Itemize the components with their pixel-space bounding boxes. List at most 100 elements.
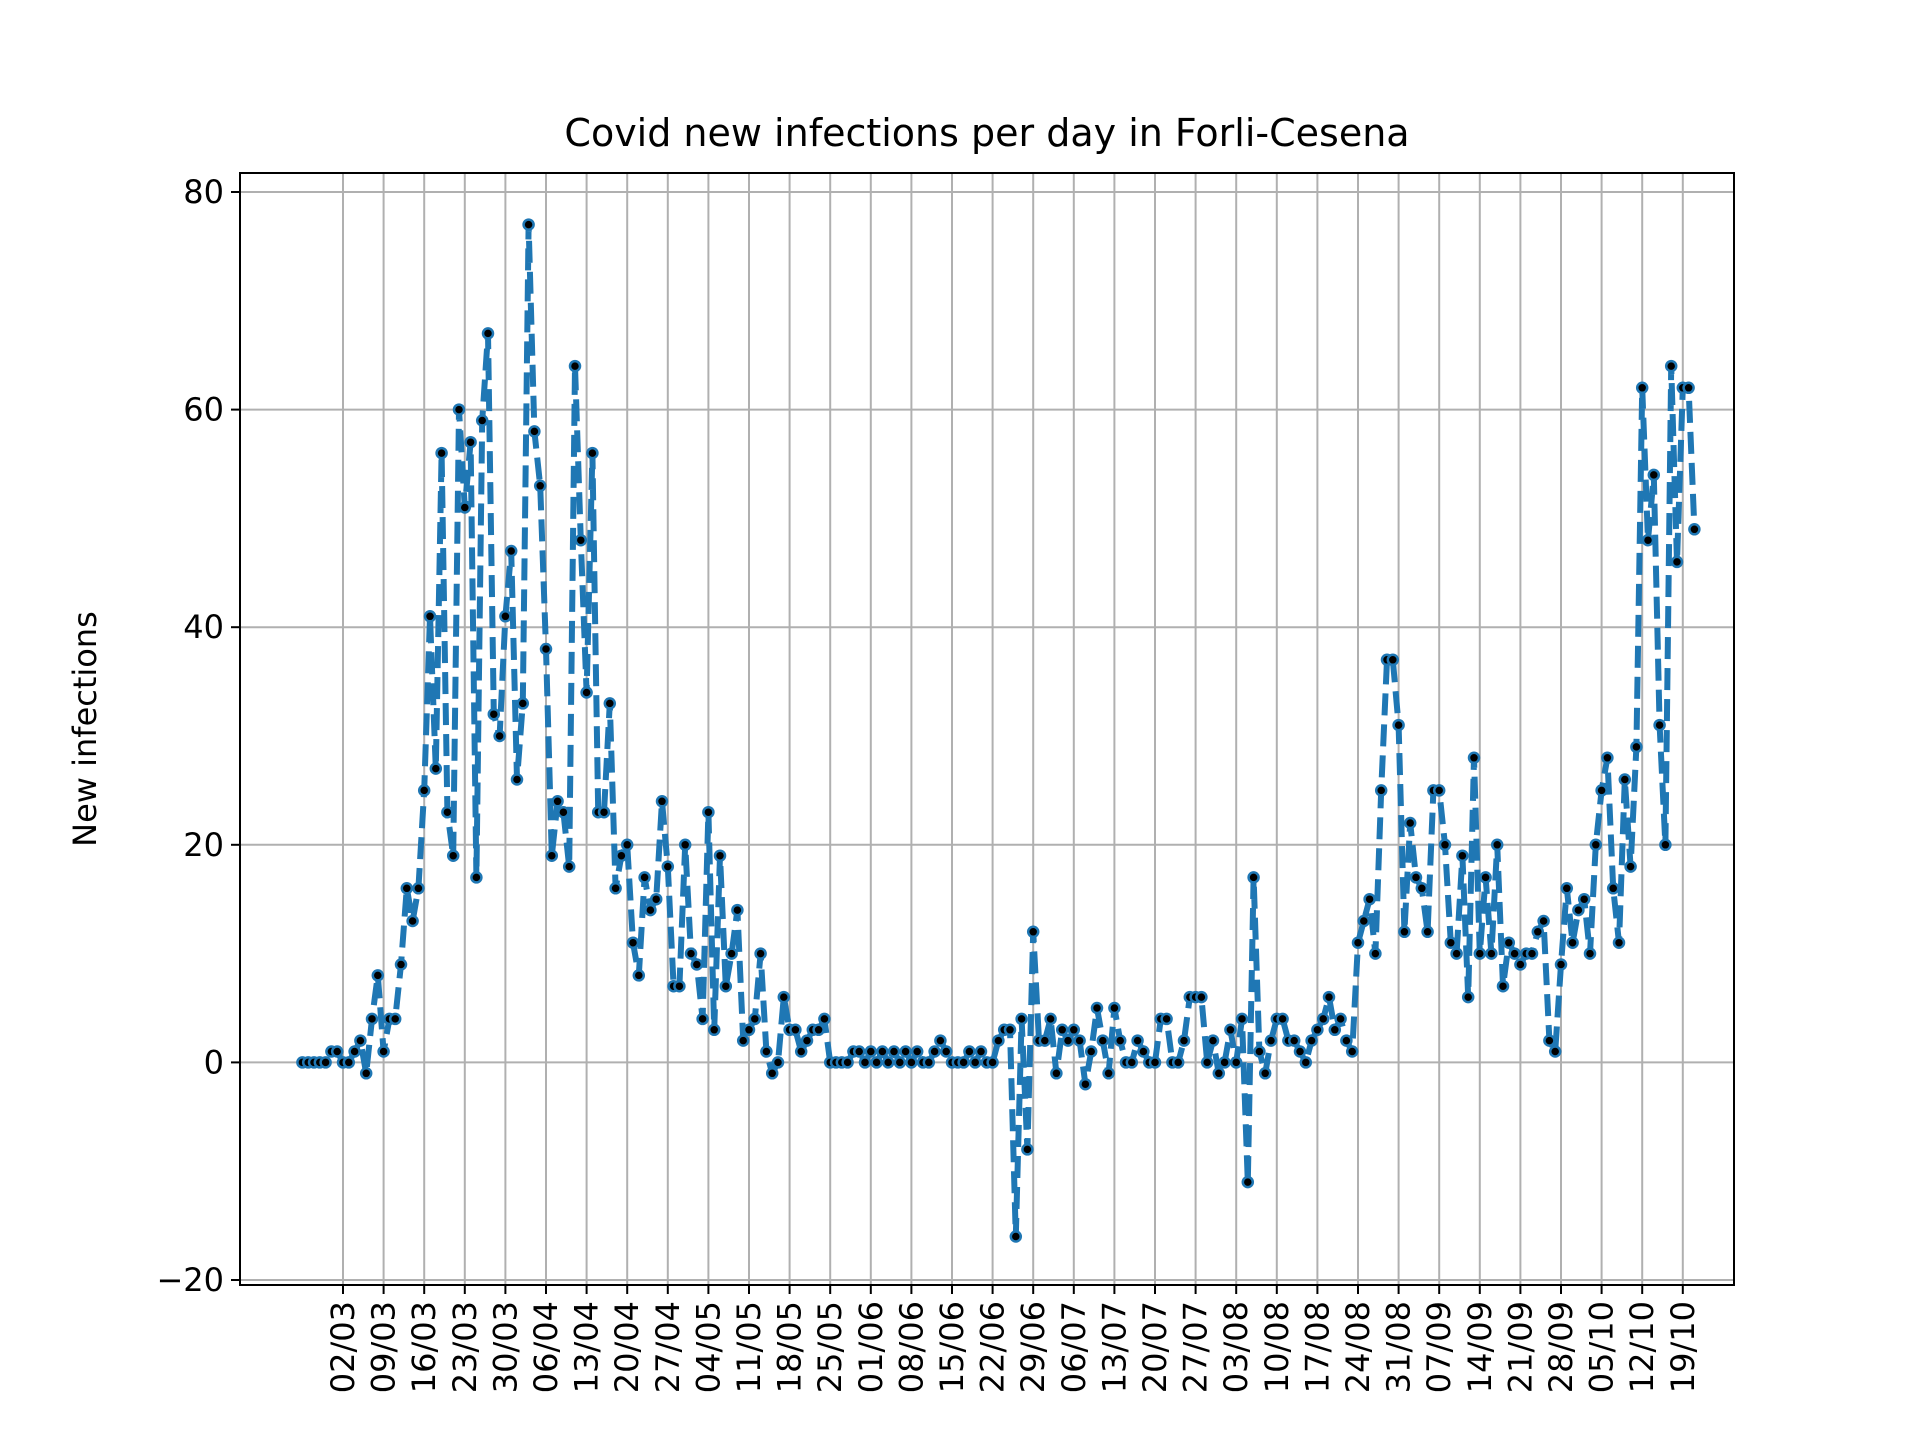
data-point <box>1038 1034 1052 1047</box>
data-point <box>1618 773 1632 786</box>
data-point <box>1299 1056 1313 1069</box>
data-point <box>870 1056 883 1069</box>
data-point <box>748 1012 762 1026</box>
data-point <box>1374 784 1388 797</box>
data-point <box>365 1012 379 1026</box>
data-point <box>1026 925 1040 939</box>
data-point <box>400 882 414 895</box>
data-point <box>910 1045 924 1058</box>
data-point <box>348 1045 361 1058</box>
data-point <box>1572 903 1585 917</box>
data-point <box>1438 838 1452 852</box>
data-point <box>1595 784 1608 797</box>
data-point <box>1444 936 1458 949</box>
data-point <box>504 544 518 558</box>
data-point <box>330 1045 344 1058</box>
x-tick-label: 05/10 <box>1583 1301 1621 1393</box>
data-point <box>510 773 524 786</box>
data-point <box>1409 871 1423 884</box>
x-tick-label: 15/06 <box>933 1301 971 1393</box>
data-point <box>1531 925 1545 939</box>
data-point <box>1125 1056 1139 1069</box>
data-point <box>1369 947 1382 960</box>
y-axis-label: New infections <box>66 611 104 847</box>
data-point <box>754 947 767 960</box>
data-point <box>794 1045 808 1058</box>
data-point <box>1432 784 1446 797</box>
data-point <box>934 1034 947 1047</box>
data-point <box>876 1045 889 1058</box>
y-tick-label: 0 <box>204 1043 224 1081</box>
data-point <box>957 1056 970 1069</box>
data-point <box>1508 947 1521 960</box>
data-point <box>603 697 617 710</box>
data-point <box>1496 979 1510 993</box>
data-point <box>597 805 611 819</box>
x-tick-label: 03/08 <box>1217 1301 1255 1393</box>
data-point <box>974 1045 988 1058</box>
data-point <box>771 1056 785 1069</box>
x-tick-label: 20/04 <box>608 1301 646 1393</box>
data-point <box>939 1045 953 1058</box>
data-point <box>1229 1056 1243 1069</box>
data-point <box>644 903 657 917</box>
data-point <box>1061 1034 1075 1047</box>
x-tick-label: 06/04 <box>527 1301 565 1393</box>
data-point <box>441 805 454 819</box>
data-point <box>1148 1056 1162 1069</box>
y-tick-label: 40 <box>183 608 224 646</box>
data-point <box>1131 1034 1144 1047</box>
data-point <box>800 1034 814 1047</box>
data-point <box>1096 1034 1110 1047</box>
data-point <box>481 327 495 340</box>
data-point <box>1195 990 1208 1004</box>
data-point <box>1287 1034 1301 1047</box>
data-point <box>1560 882 1574 895</box>
data-point <box>736 1034 750 1047</box>
data-point <box>881 1056 895 1069</box>
data-point <box>1456 849 1469 862</box>
data-point <box>777 990 791 1004</box>
data-point <box>649 892 663 906</box>
data-point <box>632 969 646 982</box>
x-tick-label: 13/07 <box>1095 1301 1133 1393</box>
data-point <box>1589 838 1603 852</box>
chart-title: Covid new infections per day in Forli-Ce… <box>564 111 1409 155</box>
data-point <box>818 1012 831 1026</box>
data-point <box>412 882 425 895</box>
y-tick-label: −20 <box>156 1261 224 1299</box>
data-point <box>1577 892 1591 906</box>
data-point <box>1682 381 1695 395</box>
data-point-markers <box>296 218 1701 1243</box>
data-point <box>858 1056 872 1069</box>
data-point <box>1647 468 1661 482</box>
data-point <box>1421 925 1434 939</box>
data-point <box>684 947 698 960</box>
data-point <box>731 903 744 917</box>
data-point <box>1351 936 1365 949</box>
x-tick-label: 30/03 <box>486 1301 524 1393</box>
data-point <box>1583 947 1597 960</box>
data-point <box>1021 1143 1034 1156</box>
x-tick-label: 27/04 <box>649 1301 687 1393</box>
data-point <box>1316 1012 1330 1026</box>
data-point <box>638 871 651 884</box>
data-point <box>394 958 408 971</box>
data-point <box>586 446 599 460</box>
data-point <box>1612 936 1626 949</box>
data-point <box>1015 1012 1028 1026</box>
data-point <box>1137 1045 1150 1058</box>
data-point <box>371 969 385 982</box>
data-point <box>1624 860 1637 873</box>
data-point <box>1218 1056 1231 1069</box>
data-point <box>580 686 593 699</box>
data-point <box>1253 1045 1266 1058</box>
data-point <box>1363 892 1376 906</box>
data-point <box>528 425 541 438</box>
y-tick-label: 80 <box>183 173 224 211</box>
x-tick-label: 08/06 <box>892 1301 930 1393</box>
data-point <box>1090 1001 1104 1015</box>
data-point <box>1334 1012 1347 1026</box>
data-point <box>551 795 564 808</box>
